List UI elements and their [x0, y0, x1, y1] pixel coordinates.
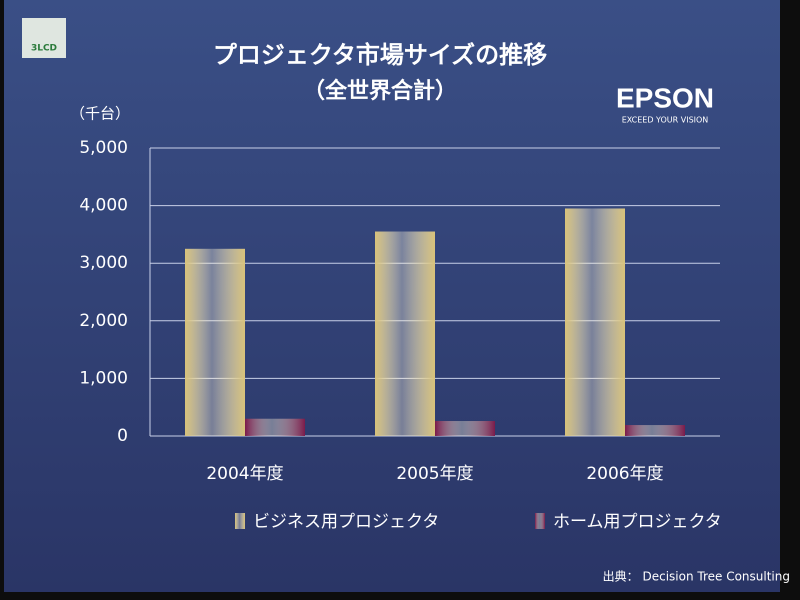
y-tick-label: 5,000	[79, 138, 128, 158]
x-tick-label: 2004年度	[206, 464, 283, 484]
bar	[435, 421, 495, 436]
brand: EPSON	[616, 82, 714, 113]
bar	[245, 418, 305, 436]
chart-title: プロジェクタ市場サイズの推移	[213, 41, 547, 69]
y-tick-label: 2,000	[79, 311, 128, 331]
legend-swatch	[235, 513, 245, 529]
source: 出典： Decision Tree Consulting	[603, 570, 790, 584]
bar	[565, 208, 625, 436]
bar	[185, 248, 245, 436]
tagline: EXCEED YOUR VISION	[622, 116, 709, 125]
y-tick-label: 4,000	[79, 196, 128, 216]
badge-box	[22, 18, 66, 58]
y-tick-label: 3,000	[79, 253, 128, 273]
legend-label: ホーム用プロジェクタ	[553, 512, 722, 532]
y-tick-label: 0	[117, 426, 128, 446]
chart-subtitle: （全世界合計）	[303, 78, 457, 104]
bar	[375, 231, 435, 436]
y-tick-label: 1,000	[79, 368, 128, 388]
legend-swatch	[535, 513, 545, 529]
bar	[625, 425, 685, 436]
legend-label: ビジネス用プロジェクタ	[253, 512, 439, 532]
badge: 3LCD	[31, 44, 57, 54]
y-axis-label: （千台）	[70, 105, 130, 123]
x-tick-label: 2005年度	[396, 464, 473, 484]
x-tick-label: 2006年度	[586, 464, 663, 484]
